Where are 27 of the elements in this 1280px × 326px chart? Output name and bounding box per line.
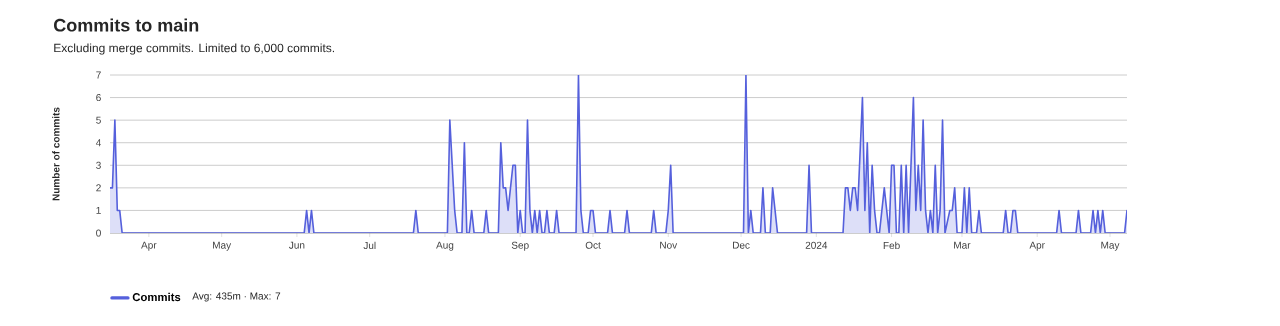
y-tick-label: 6 [96,94,101,102]
y-axis-title: Number of commits [52,107,60,201]
x-tick-label: May [213,241,232,251]
y-tick-label: 1 [96,206,101,214]
x-tick-label: Sep [511,241,529,251]
y-tick-label: 0 [96,229,101,237]
y-tick-label: 5 [96,116,101,124]
x-tick-label: May [1101,241,1120,251]
x-tick-label: Jun [288,241,305,249]
y-tick-label: 4 [95,139,102,147]
x-tick-label: 2024 [805,241,828,249]
y-tick-label: 3 [96,161,101,169]
y-tick-label: 2 [96,184,101,192]
x-tick-label: Apr [141,241,157,251]
x-tick-label: Jul [363,241,376,250]
chart-subtitle: Excluding merge commits. Limited to 6,000 commits. [54,43,335,55]
legend-label: Commits [132,292,181,302]
chart-title: Commits to main [54,18,199,32]
x-tick-label: Apr [1029,241,1045,251]
x-tick-label: Nov [660,241,678,249]
x-tick-label: Feb [883,241,900,250]
x-tick-label: Aug [436,241,454,251]
y-tick-label: 7 [96,71,101,79]
x-tick-label: Mar [954,241,971,249]
x-tick-label: Dec [733,241,750,249]
text: Avg: 435m · Max: 7 [192,292,281,302]
x-tick-label: Oct [585,241,601,249]
